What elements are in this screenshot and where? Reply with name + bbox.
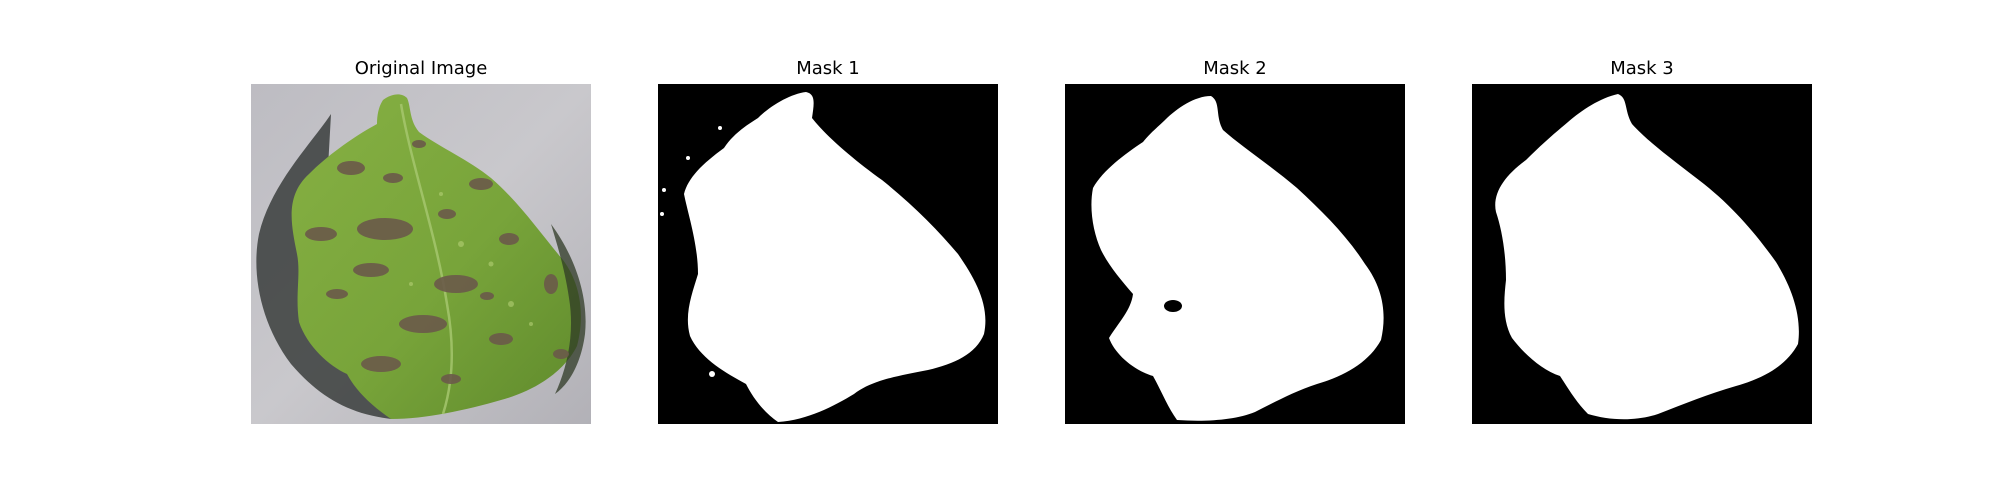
mask-1-image: [658, 84, 998, 424]
mask-foreground: [1495, 94, 1799, 420]
panel-title: Mask 3: [1610, 58, 1674, 79]
panel-title: Original Image: [354, 58, 488, 79]
leaf-lesions: [305, 140, 569, 384]
mask-hole: [1164, 300, 1182, 312]
panel-title: Mask 1: [796, 58, 860, 79]
mask-3-image: [1472, 84, 1812, 424]
mask-2-image: [1065, 84, 1405, 424]
mask-noise: [660, 126, 722, 377]
leaf-edge-dark: [551, 224, 586, 394]
original-leaf-photo: [251, 84, 591, 424]
mask-foreground: [684, 92, 986, 422]
leaf-highlights: [409, 192, 533, 326]
panel-title: Mask 2: [1203, 58, 1267, 79]
mask-foreground: [1091, 96, 1384, 421]
